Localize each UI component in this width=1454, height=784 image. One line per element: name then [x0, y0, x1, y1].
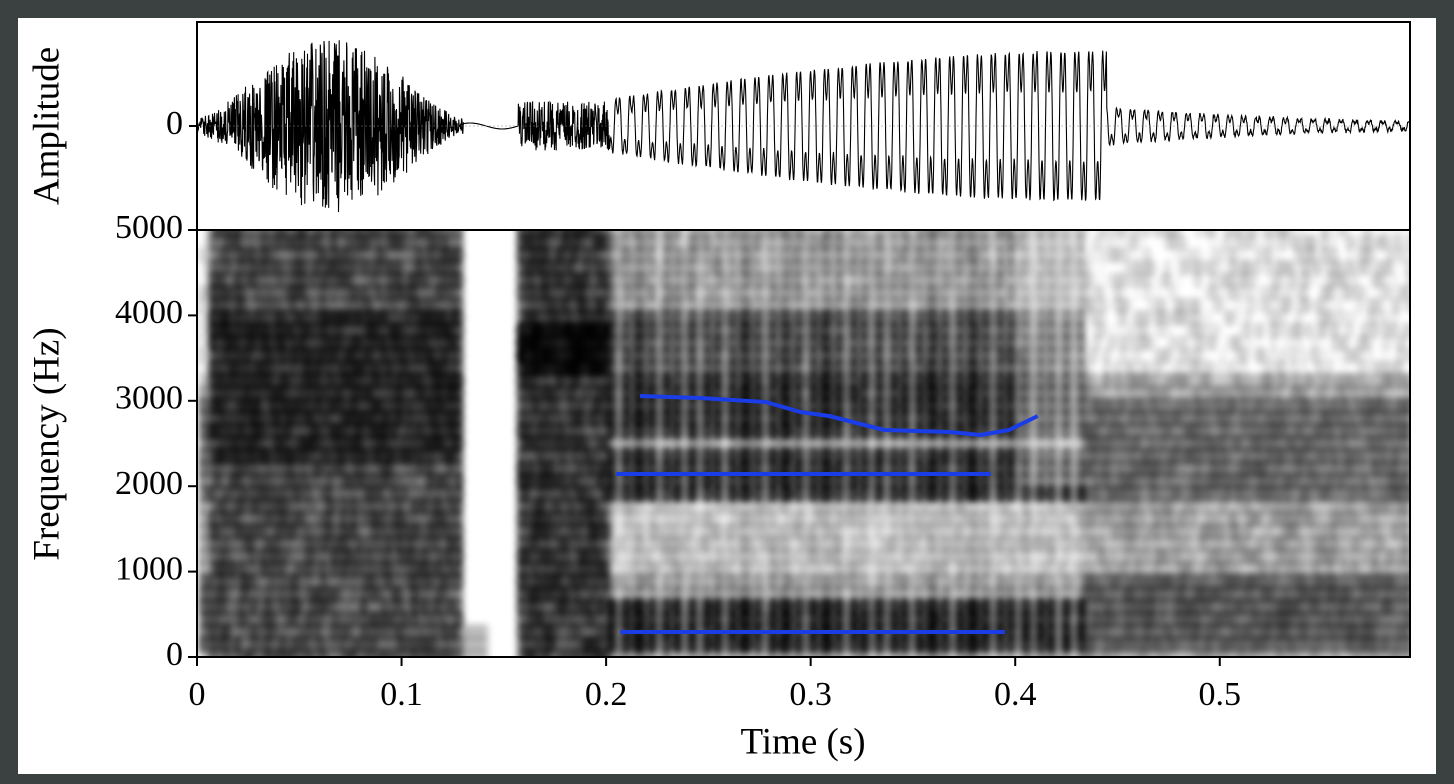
- spectrogram-cell: [454, 271, 465, 290]
- spectrogram-cell: [454, 585, 465, 604]
- spectrogram-cell: [454, 283, 465, 302]
- spectrogram-cell: [454, 258, 465, 277]
- spectrogram-cell: [454, 547, 465, 566]
- spectrogram-cell: [454, 610, 465, 629]
- spectrogram-cell: [454, 384, 465, 403]
- spectrogram-cell: [454, 233, 465, 252]
- spectrogram-cell: [454, 371, 465, 390]
- spectrogram-cell: [454, 572, 465, 591]
- spectrogram-cell: [454, 434, 465, 453]
- spectrogram-cell: [454, 560, 465, 579]
- spectrogram-cell: [197, 334, 208, 353]
- spectrogram: [197, 230, 1410, 657]
- spectrogram-cell: [454, 459, 465, 478]
- spectrogram-cell: [454, 246, 465, 265]
- spectrogram-cell: [454, 230, 465, 239]
- spectrogram-cell: [197, 346, 208, 365]
- spectrogram-cell: [480, 622, 491, 641]
- spectrogram-cell: [454, 509, 465, 528]
- spectrogram-cell: [454, 396, 465, 415]
- spectrogram-cell: [454, 421, 465, 440]
- spectrogram-cell: [197, 359, 208, 378]
- spectrogram-cell: [454, 334, 465, 353]
- spectrogram-cell: [454, 346, 465, 365]
- spectrogram-cell: [454, 484, 465, 503]
- spectrogram-cell: [480, 635, 491, 654]
- spectrogram-cell: [197, 296, 208, 315]
- spectrogram-cell: [454, 296, 465, 315]
- spectrogram-cell: [454, 447, 465, 466]
- spectrogram-cell: [454, 321, 465, 340]
- spectrogram-cell: [454, 409, 465, 428]
- spectrogram-cell: [454, 497, 465, 516]
- spectrogram-cell: [454, 522, 465, 541]
- spectrogram-cell: [454, 597, 465, 616]
- spectrogram-cell: [454, 472, 465, 491]
- spectrogram-cell: [454, 308, 465, 327]
- spectrogram-cell: [454, 534, 465, 553]
- spectrogram-cell: [454, 359, 465, 378]
